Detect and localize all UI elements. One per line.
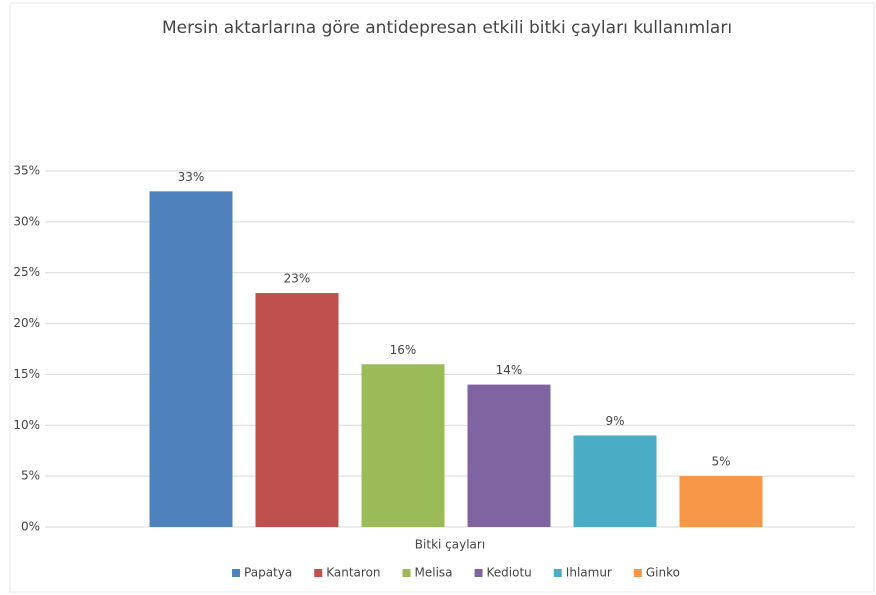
y-tick-label: 0% (21, 520, 40, 534)
y-tick-label: 30% (13, 214, 40, 228)
legend-swatch (402, 569, 411, 577)
legend-swatch (314, 569, 323, 577)
legend-label: Melisa (415, 566, 453, 580)
legend-label: Ihlamur (566, 566, 612, 580)
chart-border (9, 2, 875, 593)
value-label: 5% (711, 455, 730, 469)
bar (679, 476, 763, 527)
y-tick-label: 25% (13, 265, 40, 279)
bar (573, 435, 657, 527)
x-axis-label: Bitki çayları (415, 538, 485, 552)
chart-title: Mersin aktarlarına göre antidepresan etk… (161, 18, 733, 38)
legend-swatch (633, 569, 642, 577)
legend-swatch (474, 569, 483, 577)
legend-label: Papatya (244, 566, 292, 580)
value-label: 33% (178, 170, 205, 184)
y-tick-label: 15% (13, 367, 40, 381)
y-tick-label: 35% (13, 164, 40, 178)
value-label: 14% (496, 363, 523, 377)
legend-label: Kediotu (487, 566, 532, 580)
bar (361, 364, 445, 527)
bar (255, 293, 339, 527)
legend-label: Ginko (646, 566, 680, 580)
y-tick-label: 20% (13, 316, 40, 330)
value-label: 23% (284, 272, 311, 286)
bar (467, 384, 551, 527)
y-tick-label: 5% (21, 469, 40, 483)
legend-swatch (553, 569, 562, 577)
legend-swatch (232, 569, 241, 577)
value-label: 9% (605, 414, 624, 428)
legend-label: Kantaron (326, 566, 380, 580)
value-label: 16% (390, 343, 417, 357)
bar (149, 191, 233, 528)
y-tick-label: 10% (13, 418, 40, 432)
